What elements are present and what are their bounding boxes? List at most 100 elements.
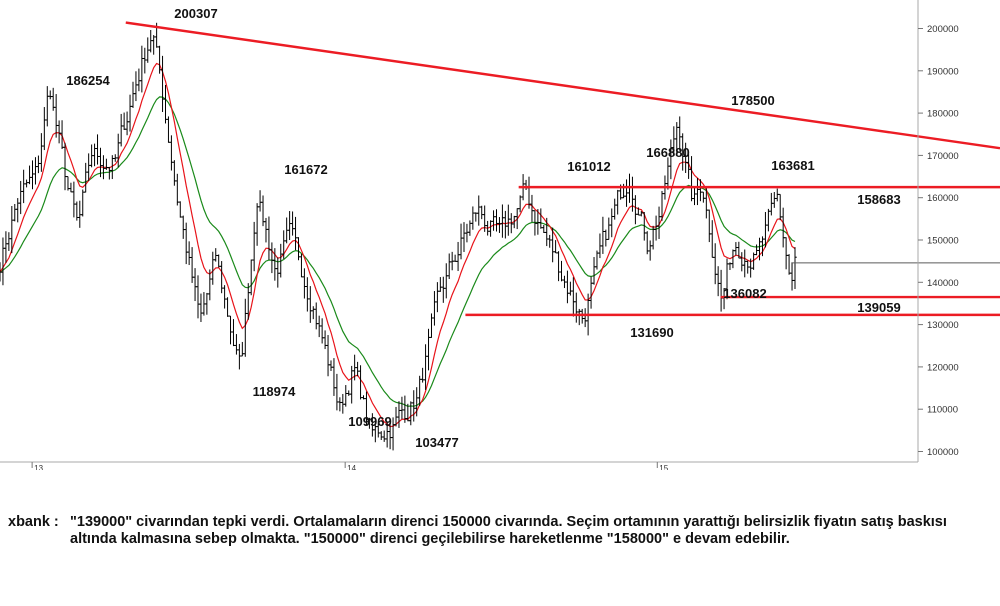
price-bar bbox=[169, 135, 174, 171]
price-bar bbox=[213, 248, 218, 262]
price-bar bbox=[710, 220, 715, 258]
price-bar bbox=[308, 286, 313, 323]
price-bar bbox=[178, 201, 183, 218]
y-tick-label: 150000 bbox=[927, 236, 959, 247]
price-bar bbox=[539, 208, 543, 229]
price-bar bbox=[287, 211, 292, 241]
price-bar bbox=[435, 282, 440, 313]
price-bar bbox=[234, 334, 239, 355]
price-bar bbox=[18, 180, 23, 215]
moving-averages bbox=[0, 62, 796, 428]
price-bar bbox=[270, 242, 274, 274]
price-bar bbox=[107, 166, 112, 180]
price-bar bbox=[15, 198, 20, 223]
price-bar bbox=[36, 155, 41, 174]
price-bar bbox=[769, 192, 774, 216]
price-bar bbox=[137, 68, 141, 92]
price-bar bbox=[592, 257, 596, 285]
price-label: 109969 bbox=[348, 414, 391, 429]
price-bar bbox=[293, 216, 298, 251]
price-bar bbox=[237, 343, 242, 370]
price-bar bbox=[547, 234, 552, 248]
price-label: 131690 bbox=[630, 325, 673, 340]
price-bar bbox=[453, 254, 457, 262]
price-bar bbox=[95, 134, 100, 165]
price-bar bbox=[323, 330, 327, 350]
price-bar bbox=[530, 194, 534, 222]
price-bar bbox=[793, 247, 797, 290]
price-bar bbox=[408, 401, 413, 426]
price-bar bbox=[615, 189, 620, 215]
price-label: 161672 bbox=[284, 162, 327, 177]
price-bar bbox=[42, 107, 47, 151]
price-bar bbox=[216, 254, 221, 268]
price-bar bbox=[447, 253, 452, 280]
price-bar bbox=[462, 222, 466, 252]
price-bar bbox=[400, 396, 404, 420]
x-tick-label: 15 bbox=[659, 464, 668, 470]
price-bar bbox=[30, 160, 35, 190]
price-bar bbox=[648, 240, 652, 261]
price-bar bbox=[131, 81, 135, 108]
commentary-label: xbank : bbox=[8, 514, 59, 530]
price-bar bbox=[503, 210, 508, 239]
y-tick-label: 200000 bbox=[927, 24, 959, 35]
price-bar bbox=[12, 203, 17, 222]
price-bar bbox=[465, 223, 469, 243]
price-bar bbox=[172, 160, 177, 186]
price-bar bbox=[63, 142, 67, 191]
price-bar bbox=[568, 281, 573, 296]
price-bar bbox=[252, 221, 256, 272]
price-bar bbox=[264, 217, 268, 243]
price-bar bbox=[491, 210, 496, 231]
axes: 100000 110000 120000 130000 140000 150000 1600… bbox=[0, 0, 959, 470]
price-bar bbox=[524, 179, 528, 191]
price-bar bbox=[343, 385, 348, 407]
price-bar bbox=[4, 231, 8, 263]
price-bar bbox=[184, 222, 188, 265]
price-bar bbox=[210, 251, 215, 285]
price-bar bbox=[515, 208, 519, 230]
price-bar bbox=[160, 55, 165, 112]
price-bar bbox=[320, 318, 324, 344]
price-bar bbox=[267, 216, 271, 260]
y-tick-label: 140000 bbox=[927, 278, 959, 289]
price-bar bbox=[778, 193, 783, 221]
price-bar bbox=[707, 209, 712, 243]
price-label: 163681 bbox=[771, 158, 814, 173]
price-bar bbox=[518, 195, 522, 213]
price-bar bbox=[423, 344, 428, 390]
price-bar bbox=[326, 335, 330, 377]
price-bar bbox=[54, 94, 58, 138]
price-bar bbox=[692, 186, 697, 206]
price-bar bbox=[57, 120, 61, 144]
price-bar bbox=[444, 263, 449, 299]
price-label: 136082 bbox=[723, 286, 766, 301]
price-bar bbox=[228, 315, 233, 345]
price-bar bbox=[39, 133, 44, 172]
price-bar bbox=[125, 111, 129, 136]
price-label: 103477 bbox=[415, 435, 458, 450]
price-bar bbox=[544, 217, 549, 247]
price-bar bbox=[7, 232, 11, 251]
price-bar bbox=[24, 179, 29, 188]
price-bar bbox=[27, 165, 32, 185]
price-label: 186254 bbox=[66, 73, 110, 88]
price-bar bbox=[379, 431, 384, 440]
price-bar bbox=[500, 204, 505, 238]
x-tick-label: 14 bbox=[347, 464, 356, 470]
price-bar bbox=[784, 237, 788, 270]
stock-chart: 200307 186254 161672 118974 109969 103477 1610… bbox=[0, 0, 1000, 470]
price-bar bbox=[196, 275, 200, 319]
price-label: 166880 bbox=[646, 145, 689, 160]
price-bar bbox=[541, 225, 546, 234]
price-bar bbox=[21, 169, 26, 204]
price-bar bbox=[92, 143, 97, 167]
price-bar bbox=[607, 217, 611, 240]
price-annotations: 200307 186254 161672 118974 109969 103477 1610… bbox=[66, 6, 900, 450]
price-bar bbox=[583, 308, 587, 328]
price-bar bbox=[426, 328, 431, 371]
price-bar bbox=[33, 157, 38, 185]
price-bar bbox=[243, 298, 248, 357]
price-bar bbox=[766, 208, 771, 232]
